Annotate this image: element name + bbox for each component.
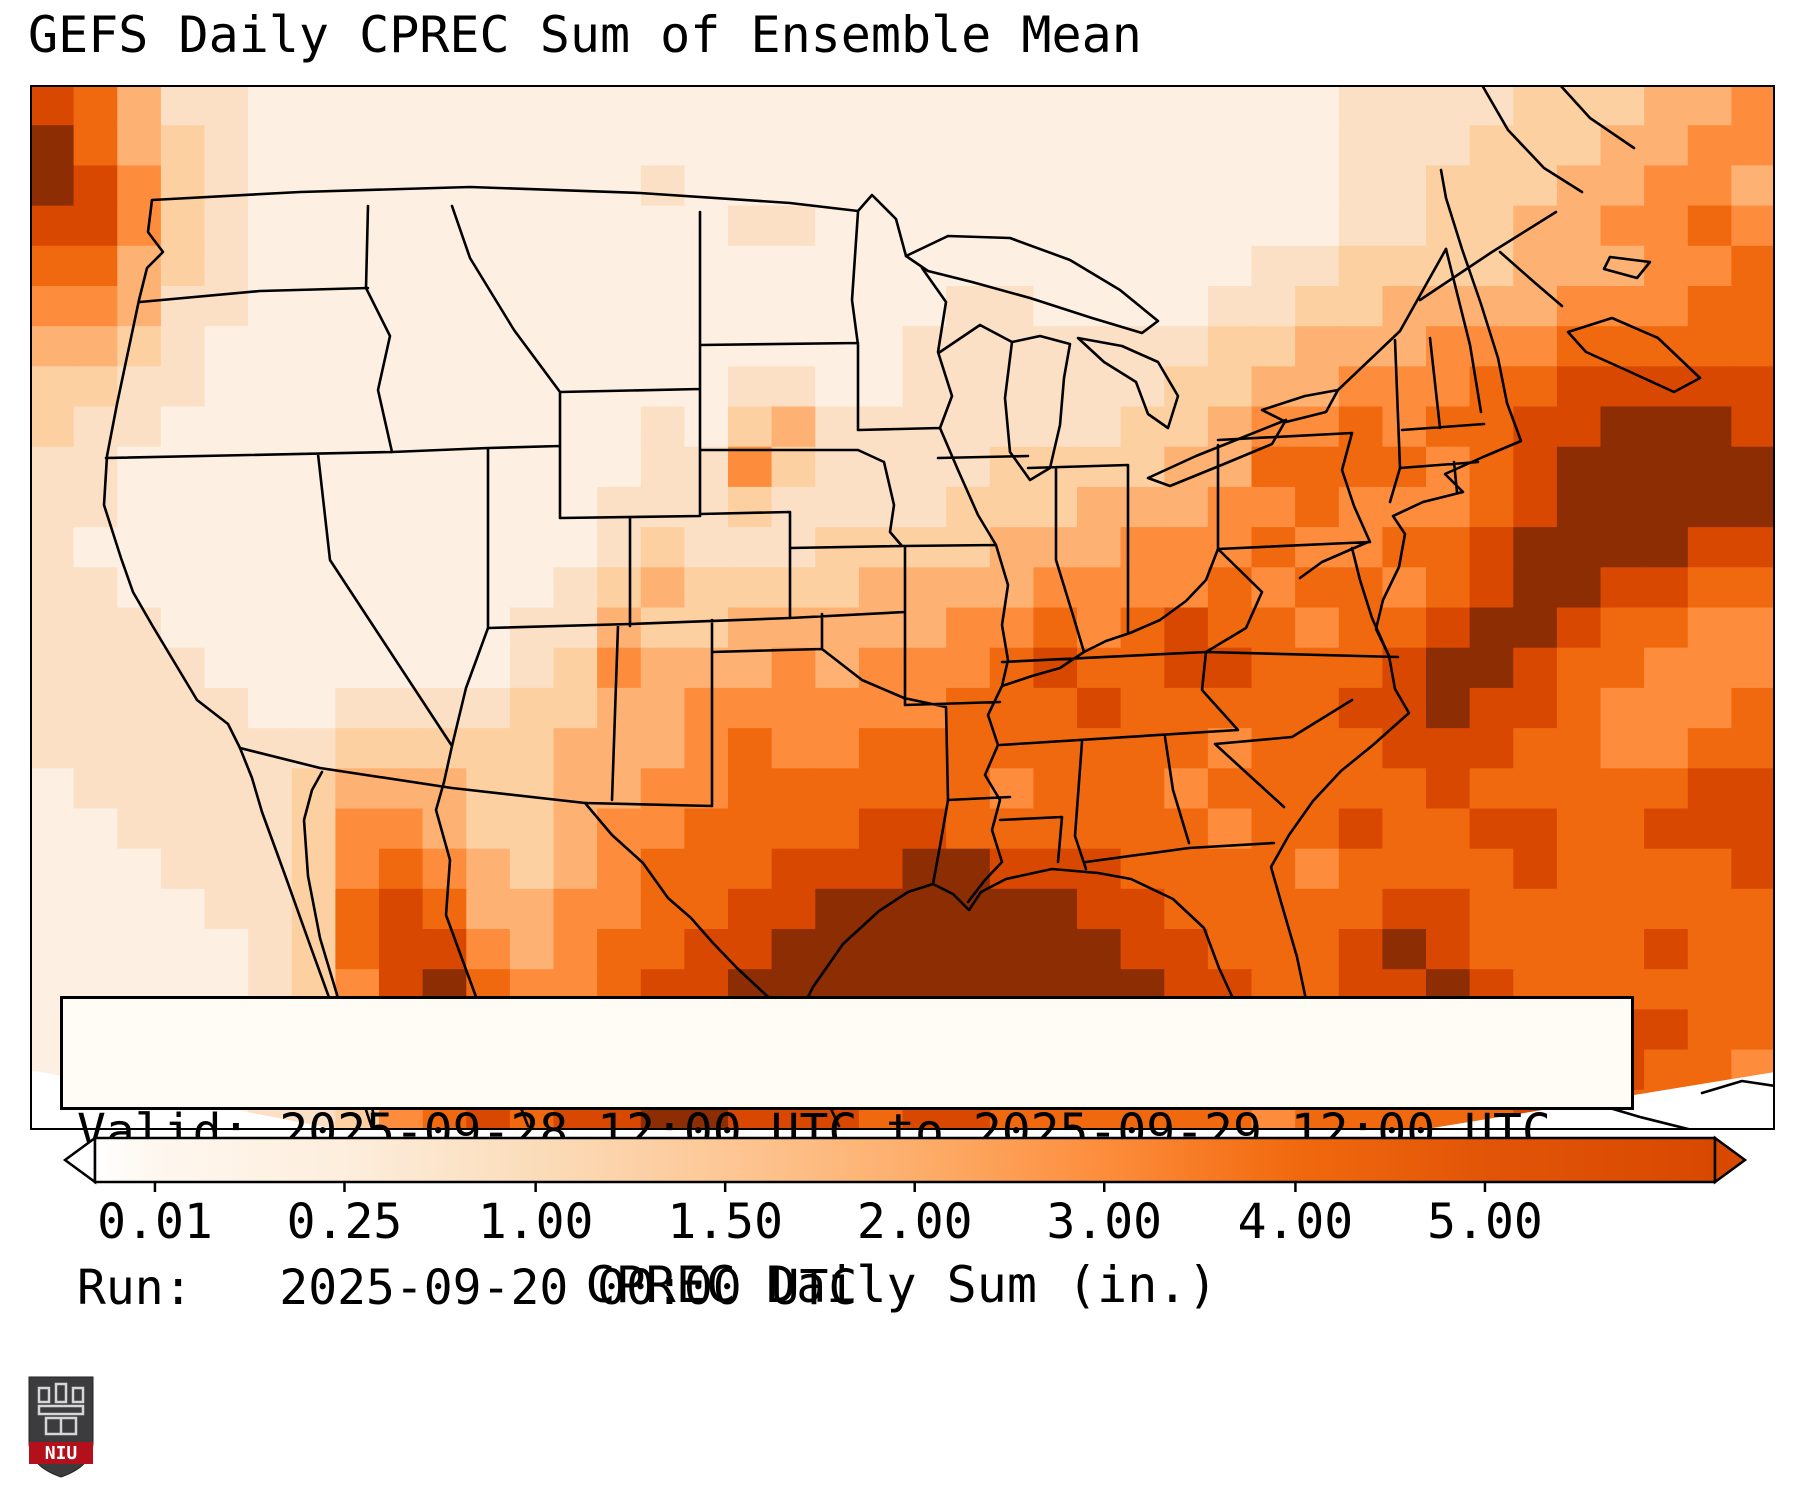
colorbar-tick-label: 3.00	[1046, 1194, 1163, 1250]
colorbar-under-arrow-icon	[62, 1135, 97, 1185]
colorbar-bar	[93, 1136, 1717, 1184]
colorbar-tick-label: 0.01	[97, 1194, 213, 1250]
colorbar-tick-label: 1.00	[477, 1194, 594, 1250]
state-lines	[104, 204, 1486, 904]
run-line: Run: 2025-09-20 00:00 UTC	[77, 1260, 858, 1316]
niu-logo: NIU	[28, 1376, 94, 1478]
east-canada-coast	[1336, 85, 1702, 394]
niu-castle-icon	[37, 1382, 85, 1436]
canada-border	[150, 185, 908, 258]
colorbar-tick-label: 4.00	[1237, 1194, 1354, 1250]
map-svg	[30, 85, 1775, 1130]
page-title: GEFS Daily CPREC Sum of Ensemble Mean	[28, 6, 1142, 64]
colorbar-tick-label: 0.25	[286, 1194, 403, 1250]
colorbar-tick-label: 2.00	[856, 1194, 973, 1250]
niu-band	[29, 1442, 93, 1464]
colorbar-over-arrow-icon	[1713, 1135, 1748, 1185]
colorbar-tick-label: 5.00	[1427, 1194, 1543, 1250]
forecast-info-box: Valid: 2025-09-28 12:00 UTC to 2025-09-2…	[60, 996, 1634, 1314]
colorbar	[62, 1135, 1748, 1192]
precip-map	[30, 85, 1775, 1130]
colorbar-tick-marks	[153, 1182, 1487, 1192]
colorbar-tick-label: 1.50	[667, 1194, 783, 1250]
great-lakes	[904, 234, 1340, 488]
colorbar-label: CPREC Daily Sum (in.)	[585, 1256, 1218, 1314]
coastline	[102, 168, 1523, 1075]
colorbar-tick-labels: 0.01 0.25 1.00 1.50 2.00 3.00 4.00 5.00	[60, 1194, 1755, 1254]
niu-logo-text: NIU	[45, 1443, 78, 1464]
